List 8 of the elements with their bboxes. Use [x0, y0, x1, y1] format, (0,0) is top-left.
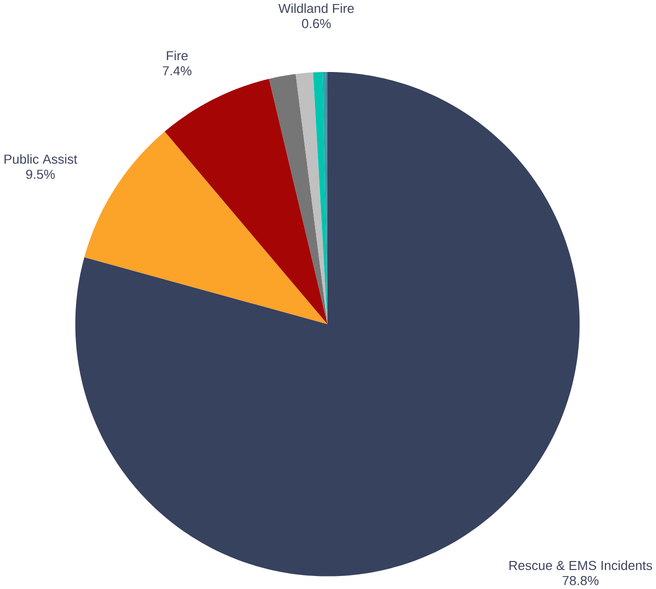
- data-label: 78.8%: [562, 576, 598, 586]
- data-label: 0.6%: [302, 19, 331, 28]
- slice-label: Wildland Fire: [278, 4, 354, 14]
- slice-label: Fire: [166, 50, 188, 60]
- data-label: 7.4%: [162, 66, 192, 76]
- data-label: 9.5%: [26, 170, 55, 180]
- slice-label: Public Assist: [4, 154, 78, 164]
- slice-label: Rescue & EMS Incidents: [509, 560, 652, 570]
